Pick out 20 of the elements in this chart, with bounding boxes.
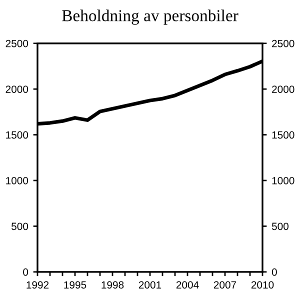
- y2-tick-label: 1000: [272, 176, 294, 184]
- y-tick-label: 2500: [6, 40, 28, 48]
- y-tick-label: 0: [23, 268, 28, 276]
- y-tick-label: 500: [12, 222, 28, 230]
- y-tick-label: 1000: [6, 176, 28, 184]
- y2-tick-label: 2000: [272, 86, 294, 93]
- x-tick-label: 2010: [251, 281, 274, 289]
- y2-tick-label: 0: [272, 268, 277, 276]
- y2-tick-label: 1500: [272, 131, 294, 139]
- y2-tick-label: 2500: [272, 40, 294, 48]
- x-tick-label: 2004: [176, 281, 199, 289]
- y-tick-label: 1500: [6, 131, 28, 139]
- x-tick-label: 1995: [64, 281, 86, 289]
- x-tick-label: 1992: [26, 281, 49, 289]
- x-tick-label: 2001: [138, 281, 162, 289]
- x-tick-label: 2007: [214, 281, 236, 289]
- x-tick-label: 1998: [102, 281, 124, 289]
- y2-tick-label: 500: [272, 222, 288, 230]
- chart-title: Beholdning av personbiler: [62, 10, 238, 25]
- y-tick-label: 2000: [6, 86, 28, 93]
